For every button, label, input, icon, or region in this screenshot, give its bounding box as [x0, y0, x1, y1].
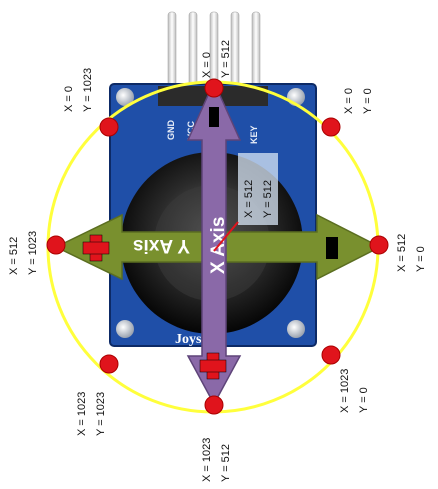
label-bottom-left-x: X = 1023 [76, 392, 88, 436]
position-dot-top-right [321, 117, 341, 137]
y-axis-title: Y Axis [133, 235, 190, 256]
position-dot-top-left [99, 117, 119, 137]
center-highlight [238, 153, 278, 225]
position-dot-bottom-right [321, 345, 341, 365]
plus-marker-x [199, 352, 227, 380]
label-bottom-left-y: Y = 1023 [95, 392, 107, 436]
pin-label-gnd: GND [166, 120, 176, 141]
minus-marker-y [326, 237, 338, 259]
label-right-y: Y = 0 [415, 246, 427, 272]
label-top-right-x: X = 0 [343, 88, 355, 114]
label-top-right-y: Y = 0 [362, 88, 374, 114]
mounting-hole [116, 88, 134, 106]
position-dot-bottom-left [99, 354, 119, 374]
plus-marker-y [82, 234, 110, 262]
label-center-y: Y = 512 [262, 180, 274, 218]
label-bottom-right-y: Y = 0 [358, 387, 370, 413]
label-top-y: Y = 512 [220, 40, 232, 78]
position-dot-top [204, 78, 224, 98]
mounting-hole [116, 320, 134, 338]
pin-label-key: KEY [249, 125, 259, 144]
label-right-x: X = 512 [396, 234, 408, 272]
label-top-left-y: Y = 1023 [82, 68, 94, 112]
position-dot-right [369, 235, 389, 255]
pin-label-vcc: VCC [186, 120, 196, 140]
position-dot-bottom [204, 395, 224, 415]
center-pointer [213, 221, 239, 252]
position-dot-left [46, 235, 66, 255]
label-bottom-x: X = 1023 [201, 438, 213, 482]
label-center-x: X = 512 [243, 180, 255, 218]
label-left-y: Y = 1023 [27, 231, 39, 275]
label-bottom-right-x: X = 1023 [339, 369, 351, 413]
label-bottom-y: Y = 512 [220, 444, 232, 482]
label-top-x: X = 0 [201, 52, 213, 78]
label-top-left-x: X = 0 [63, 86, 75, 112]
label-left-x: X = 512 [8, 237, 20, 275]
mounting-hole [287, 320, 305, 338]
minus-marker-x [209, 107, 219, 127]
header-pins [167, 11, 261, 93]
